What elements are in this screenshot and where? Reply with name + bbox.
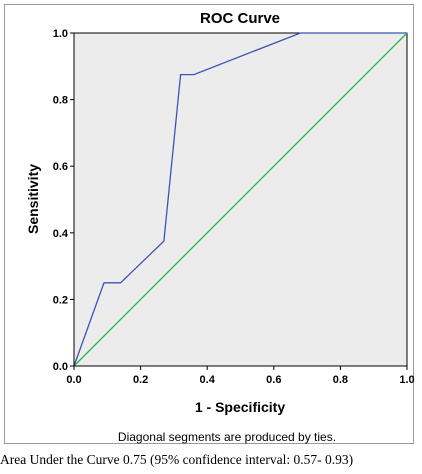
x-tick-label: 1.0 <box>399 374 414 386</box>
x-tick-label: 0.6 <box>266 374 281 386</box>
chart-title: ROC Curve <box>200 10 280 27</box>
y-tick-label: 0.0 <box>53 361 68 373</box>
chart-footnote: Diagonal segments are produced by ties. <box>118 430 336 444</box>
x-tick-label: 0.8 <box>333 374 348 386</box>
y-tick-label: 0.4 <box>53 228 69 240</box>
x-tick-label: 0.2 <box>133 374 148 386</box>
roc-curve-line <box>73 32 407 367</box>
y-tick-label: 0.2 <box>53 294 68 306</box>
y-tick-label: 0.8 <box>53 95 68 107</box>
y-axis-label: Sensitivity <box>25 164 41 234</box>
x-axis-label: 1 - Specificity <box>195 399 285 415</box>
reference-diagonal-line <box>73 32 408 367</box>
figure-caption: Area Under the Curve 0.75 (95% confidenc… <box>0 452 354 467</box>
x-tick-label: 0.0 <box>66 374 81 386</box>
y-tick-label: 0.6 <box>53 161 68 173</box>
x-tick-label: 0.4 <box>200 374 216 386</box>
y-tick-label: 1.0 <box>53 28 68 40</box>
